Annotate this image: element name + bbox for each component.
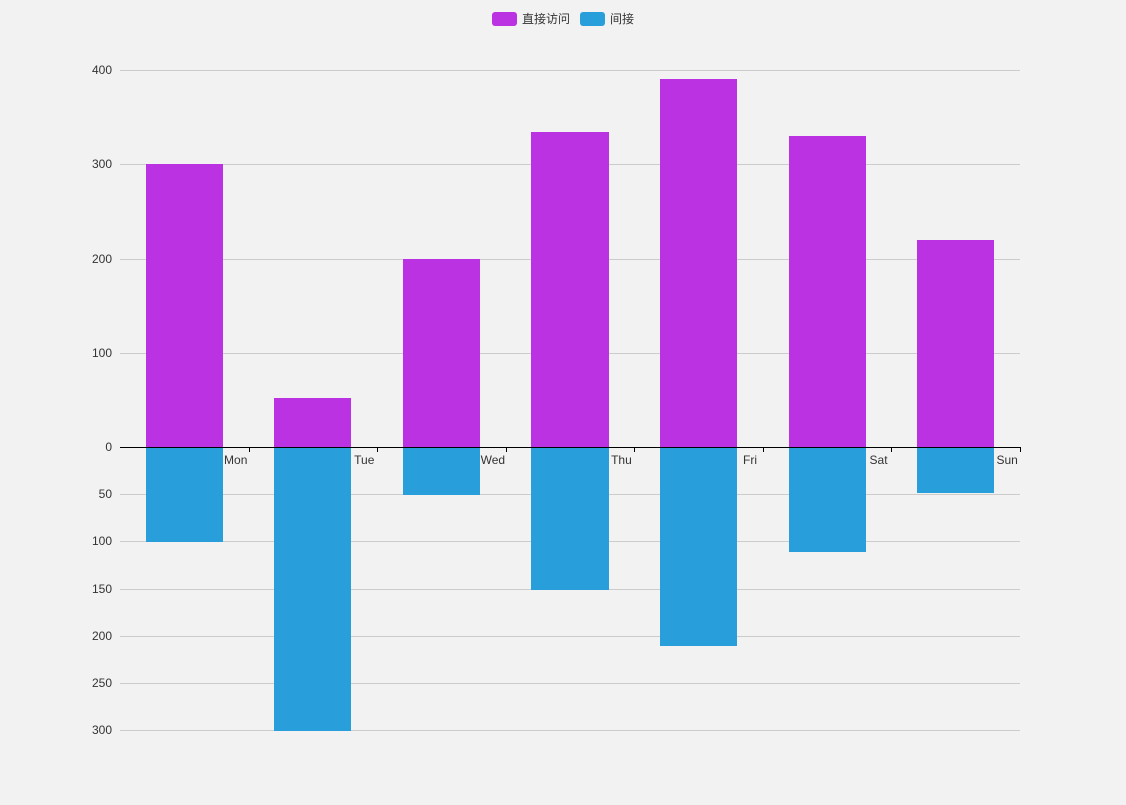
- bar-top[interactable]: [403, 259, 480, 448]
- bar-top[interactable]: [917, 240, 994, 447]
- bar-bottom[interactable]: [789, 448, 866, 552]
- y-axis-tick-label: 250: [72, 676, 112, 690]
- legend-item-direct[interactable]: 直接访问: [492, 10, 570, 27]
- x-axis-tick-label: Wed: [481, 453, 505, 467]
- x-axis-tick-label: Tue: [354, 453, 374, 467]
- grid-line: [120, 636, 1020, 637]
- x-axis-tick: [634, 447, 635, 452]
- grid-line: [120, 70, 1020, 71]
- bar-bottom[interactable]: [531, 448, 608, 589]
- bar-top[interactable]: [146, 164, 223, 447]
- bar-chart: 直接访问 间接 0 100 200 300 400 50 100 150 200 250 300 Mo…: [0, 0, 1126, 805]
- bar-bottom[interactable]: [660, 448, 737, 646]
- y-axis-tick-label: 300: [72, 157, 112, 171]
- x-axis-tick-label: Mon: [224, 453, 247, 467]
- x-axis-tick-label: Fri: [743, 453, 757, 467]
- y-axis-tick-label: 100: [72, 346, 112, 360]
- grid-line: [120, 683, 1020, 684]
- bar-top[interactable]: [789, 136, 866, 447]
- bar-bottom[interactable]: [274, 448, 351, 731]
- x-axis-tick: [249, 447, 250, 452]
- grid-line: [120, 730, 1020, 731]
- x-axis-tick: [1020, 447, 1021, 452]
- y-axis-tick-label: 200: [72, 252, 112, 266]
- bar-top[interactable]: [274, 398, 351, 447]
- x-axis-tick-label: Sat: [870, 453, 888, 467]
- x-axis-tick: [377, 447, 378, 452]
- bar-bottom[interactable]: [403, 448, 480, 495]
- y-axis-tick-label: 0: [72, 440, 112, 454]
- bar-bottom[interactable]: [917, 448, 994, 493]
- x-axis-tick: [891, 447, 892, 452]
- y-axis-tick-label: 50: [72, 487, 112, 501]
- x-axis-tick-label: Sun: [996, 453, 1017, 467]
- legend-swatch-direct: [492, 12, 517, 26]
- y-axis-tick-label: 200: [72, 629, 112, 643]
- x-axis-tick: [506, 447, 507, 452]
- legend-item-indirect[interactable]: 间接: [580, 10, 634, 27]
- bar-top[interactable]: [531, 132, 608, 447]
- x-axis-tick: [763, 447, 764, 452]
- x-axis-tick-label: Thu: [611, 453, 632, 467]
- y-axis-tick-label: 400: [72, 63, 112, 77]
- bar-bottom[interactable]: [146, 448, 223, 542]
- bar-top[interactable]: [660, 79, 737, 447]
- y-axis-tick-label: 150: [72, 582, 112, 596]
- y-axis-tick-label: 100: [72, 534, 112, 548]
- y-axis-tick-label: 300: [72, 723, 112, 737]
- legend-label-direct: 直接访问: [522, 10, 570, 27]
- legend: 直接访问 间接: [0, 10, 1126, 27]
- legend-swatch-indirect: [580, 12, 605, 26]
- legend-label-indirect: 间接: [610, 10, 634, 27]
